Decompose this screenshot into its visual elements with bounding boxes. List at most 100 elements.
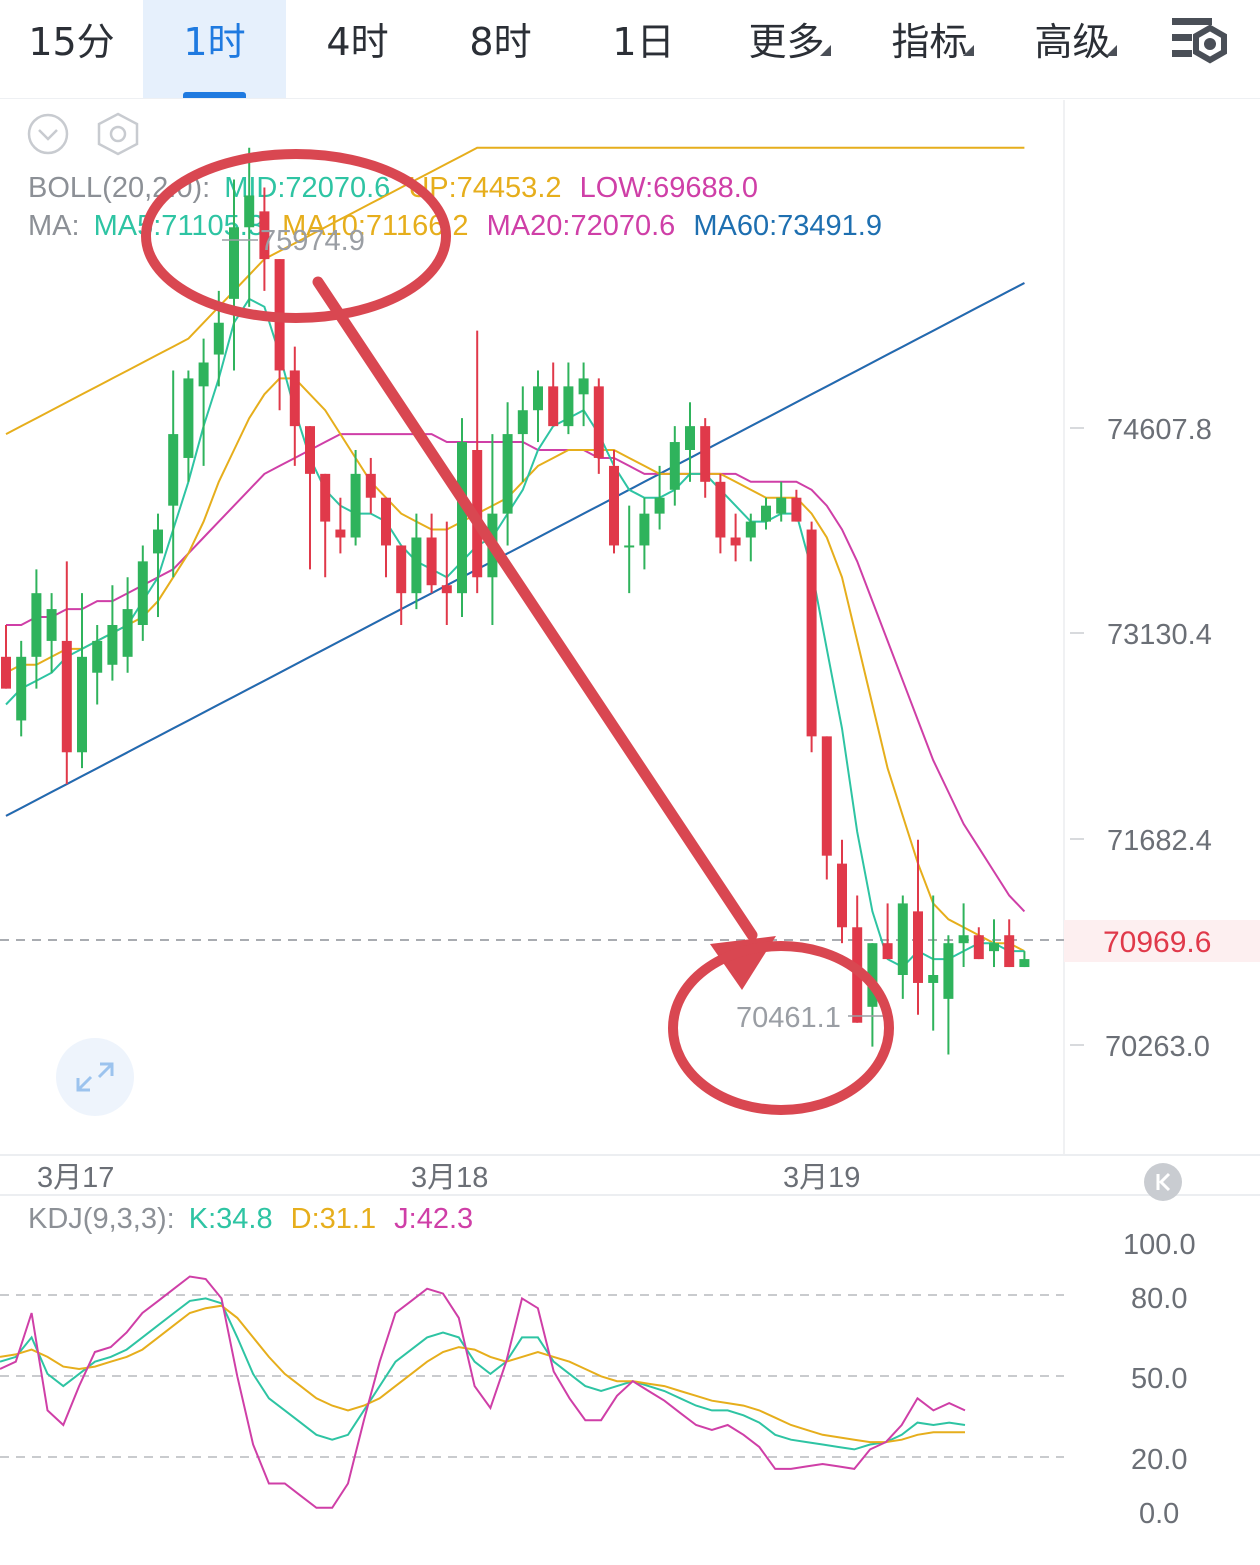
candle <box>989 919 999 968</box>
candle <box>137 545 148 641</box>
candle <box>791 489 802 522</box>
kdj-k-value: K:34.8 <box>189 1203 273 1235</box>
candle-body <box>92 640 103 673</box>
active-tab-indicator <box>183 92 246 98</box>
candle-body <box>289 370 300 427</box>
candle-body <box>426 537 437 586</box>
candle <box>61 561 72 785</box>
chart-settings-icon[interactable] <box>1168 14 1234 70</box>
tab-advanced-label: 高级 <box>1034 20 1111 64</box>
candle <box>852 895 863 1023</box>
candle-body <box>168 434 179 506</box>
candle-body <box>457 442 467 594</box>
candle <box>639 497 650 570</box>
candle-body <box>502 434 513 514</box>
candle-body <box>958 935 969 944</box>
candle <box>624 505 635 594</box>
annotation-arrow-line <box>312 276 758 941</box>
candle-body <box>609 465 619 546</box>
candle-body <box>517 410 528 435</box>
tab-8h[interactable]: 8时 <box>429 0 572 98</box>
candle <box>685 402 695 482</box>
kdj-tick: 50.0 <box>1131 1363 1187 1395</box>
candle-body <box>183 378 194 458</box>
candle <box>168 370 179 578</box>
candle <box>289 346 300 466</box>
candle <box>548 362 559 427</box>
candle <box>776 481 787 522</box>
tab-more-label: 更多 <box>748 20 825 64</box>
tab-1h-label: 1时 <box>183 20 246 64</box>
candle-body <box>16 656 27 721</box>
back-to-latest-icon[interactable] <box>1144 1163 1182 1201</box>
candle <box>320 473 331 578</box>
timeframe-tab-bar: 15分 1时 4时 8时 1日 更多 指标 高级 <box>0 0 1260 99</box>
candle <box>122 577 133 673</box>
candle <box>897 895 908 999</box>
kdj-prefix: KDJ(9,3,3): <box>28 1203 175 1235</box>
candle <box>365 457 376 514</box>
kdj-plot <box>0 1275 966 1509</box>
dropdown-triangle-icon <box>1105 45 1117 56</box>
date-label: 3月18 <box>411 1162 488 1194</box>
kdj-tick: 20.0 <box>1131 1444 1187 1476</box>
candle <box>700 418 711 498</box>
candle-body <box>137 561 148 625</box>
candle <box>806 521 817 753</box>
candle-body <box>229 227 239 299</box>
expand-icon[interactable] <box>56 1038 134 1116</box>
candle-body <box>837 863 847 928</box>
candle-body <box>244 195 255 228</box>
candle-body <box>46 609 57 641</box>
candle-body <box>411 537 422 594</box>
candle-body <box>973 935 984 960</box>
candle-body <box>943 943 954 999</box>
candle <box>578 362 589 427</box>
candle-body <box>563 386 574 427</box>
tab-1h[interactable]: 1时 <box>143 0 286 98</box>
candle-body <box>867 943 878 1007</box>
candle <box>502 402 513 546</box>
price-plot <box>1 146 1030 1055</box>
price-tick: 74607.8 <box>1107 414 1212 446</box>
candle <box>229 179 239 371</box>
candle <box>821 736 832 880</box>
ma20-value: MA20:72070.6 <box>487 210 676 242</box>
candle <box>654 465 665 530</box>
tab-advanced[interactable]: 高级 <box>1001 0 1144 98</box>
candle-body <box>396 545 407 594</box>
hexagon-settings-icon[interactable] <box>97 112 139 156</box>
chevron-down-icon[interactable] <box>27 113 69 155</box>
candle-body <box>700 426 711 482</box>
kdj-legend: KDJ(9,3,3): K:34.8 D:31.1 J:42.3 <box>28 1203 473 1235</box>
tab-indicators-label: 指标 <box>891 20 968 64</box>
candle <box>973 927 984 960</box>
tab-1d[interactable]: 1日 <box>572 0 715 98</box>
kdj-k-line <box>0 1297 966 1451</box>
tab-more[interactable]: 更多 <box>715 0 858 98</box>
candle <box>593 378 604 474</box>
candle <box>441 521 452 625</box>
candle-body <box>730 537 741 546</box>
candle <box>867 943 878 1047</box>
candle-body <box>776 497 787 514</box>
candle-body <box>335 529 346 538</box>
candle-body <box>654 497 665 514</box>
candle <box>335 497 346 554</box>
candle-body <box>761 505 771 522</box>
tab-4h[interactable]: 4时 <box>286 0 429 98</box>
candle <box>517 386 528 482</box>
tab-8h-label: 8时 <box>469 20 532 64</box>
tab-indicators[interactable]: 指标 <box>858 0 1001 98</box>
candle <box>457 418 467 618</box>
tab-15min[interactable]: 15分 <box>0 0 143 98</box>
boll-upper-line <box>5 146 1025 435</box>
candle-body <box>1004 935 1015 968</box>
candle <box>1 625 11 689</box>
candle <box>46 593 57 673</box>
dropdown-triangle-icon <box>962 45 974 56</box>
candle-body <box>77 656 87 753</box>
candle <box>928 895 939 1031</box>
low-label: 70461.1 <box>736 1002 841 1034</box>
